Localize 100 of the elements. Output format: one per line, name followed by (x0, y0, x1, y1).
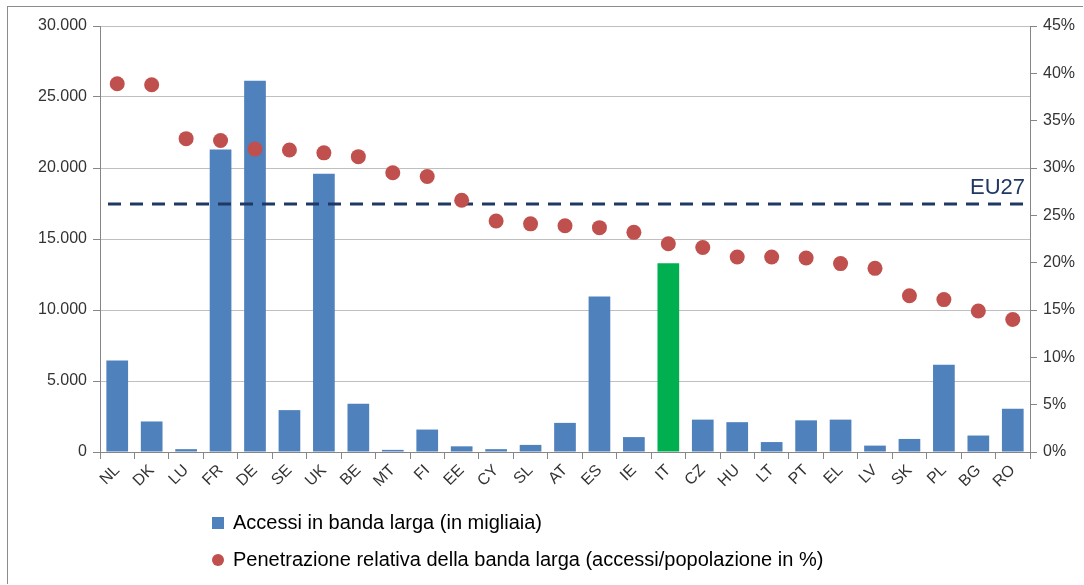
point (523, 216, 539, 232)
point (454, 192, 470, 208)
bar (726, 422, 749, 452)
point (1005, 311, 1021, 327)
x-tick-label: ES (577, 461, 605, 489)
y-tick-label: 5.000 (46, 371, 88, 389)
ref-line-label: EU27 (969, 174, 1025, 200)
y-tick-label: 25.000 (38, 87, 88, 105)
bar (450, 446, 473, 452)
y-tick-label: 10.000 (38, 300, 88, 318)
point (867, 260, 883, 276)
legend-label: Accessi in banda larga (in migliaia) (233, 510, 543, 535)
x-tick-label: HU (714, 461, 743, 490)
point (488, 213, 504, 229)
x-tick-label: LV (855, 460, 881, 487)
x-tick-label: EL (819, 460, 846, 487)
bar (278, 410, 301, 452)
x-tick-label: BE (336, 461, 364, 489)
legend-label: Penetrazione relativa della banda larga (accessi/popolazione in %) (233, 547, 824, 572)
bar (623, 437, 645, 452)
y2-tick-label: 10% (1043, 347, 1076, 365)
point (178, 131, 194, 147)
point (316, 145, 332, 161)
bar (209, 149, 232, 452)
point (833, 256, 849, 272)
x-tick-label: DK (129, 460, 158, 489)
bar (967, 435, 990, 452)
bar (313, 173, 335, 452)
x-tick-label: PL (923, 460, 950, 487)
y-tick-label: 0 (78, 442, 88, 460)
x-tick-label: CY (473, 460, 502, 489)
y-tick-label: 15.000 (38, 229, 88, 247)
point (764, 249, 780, 265)
bar (760, 442, 783, 452)
y2-tick-label: 25% (1043, 205, 1076, 223)
x-tick-label: BG (955, 461, 984, 490)
x-tick-label: PT (784, 460, 812, 488)
x-tick-label: NL (95, 460, 123, 488)
y2-tick-label: 15% (1043, 300, 1076, 318)
point (660, 236, 676, 252)
x-tick-label: AT (544, 460, 571, 487)
y2-tick-label: 5% (1043, 395, 1067, 413)
bar (140, 421, 163, 452)
point (729, 249, 745, 265)
point (385, 165, 401, 181)
point (247, 141, 263, 157)
x-tick-label: UK (301, 460, 330, 489)
x-tick-label: IE (616, 461, 640, 484)
y-tick-label: 20.000 (38, 158, 88, 176)
x-tick-label: CZ (680, 460, 709, 489)
point (626, 224, 642, 240)
point (281, 142, 297, 158)
x-tick-label: EE (439, 461, 467, 489)
point (798, 250, 814, 266)
y2-tick-label: 30% (1043, 158, 1076, 176)
x-tick-label: MT (369, 460, 399, 490)
x-tick-label: SL (509, 460, 536, 487)
bar (898, 438, 921, 452)
point (109, 76, 125, 92)
point (591, 220, 607, 236)
point (557, 218, 573, 234)
y2-tick-label: 35% (1043, 111, 1076, 129)
x-tick-label: FR (198, 461, 226, 489)
bar (933, 364, 955, 452)
x-tick-label: IT (651, 460, 674, 484)
point (419, 169, 435, 185)
bar (795, 420, 817, 452)
point (901, 288, 917, 304)
x-tick-label: LU (164, 461, 192, 488)
bar (347, 403, 370, 452)
x-tick-label: SE (267, 461, 295, 489)
bar (588, 296, 611, 452)
point (350, 149, 366, 165)
y2-tick-label: 45% (1043, 16, 1076, 34)
bar (175, 449, 197, 452)
x-tick-label: LT (752, 460, 778, 486)
point (970, 303, 986, 319)
x-tick-label: FI (410, 461, 433, 484)
bar (657, 263, 680, 452)
x-tick-label: RO (989, 461, 1019, 490)
bar (691, 419, 714, 452)
x-tick-label: SK (887, 460, 915, 489)
bar (519, 444, 542, 452)
bar (554, 422, 576, 452)
bar (485, 449, 507, 452)
bar (244, 80, 266, 452)
bar (106, 360, 129, 452)
point (695, 240, 711, 256)
x-tick-label: DE (232, 461, 261, 489)
y2-tick-label: 0% (1043, 442, 1067, 460)
bar (829, 419, 852, 452)
y2-tick-label: 20% (1043, 253, 1076, 271)
bar (864, 445, 886, 452)
point (936, 292, 952, 308)
point (213, 133, 229, 149)
bar (416, 429, 439, 452)
y-tick-label: 30.000 (38, 16, 88, 34)
point (144, 77, 160, 93)
bar (1001, 408, 1024, 452)
y2-tick-label: 40% (1043, 63, 1076, 81)
